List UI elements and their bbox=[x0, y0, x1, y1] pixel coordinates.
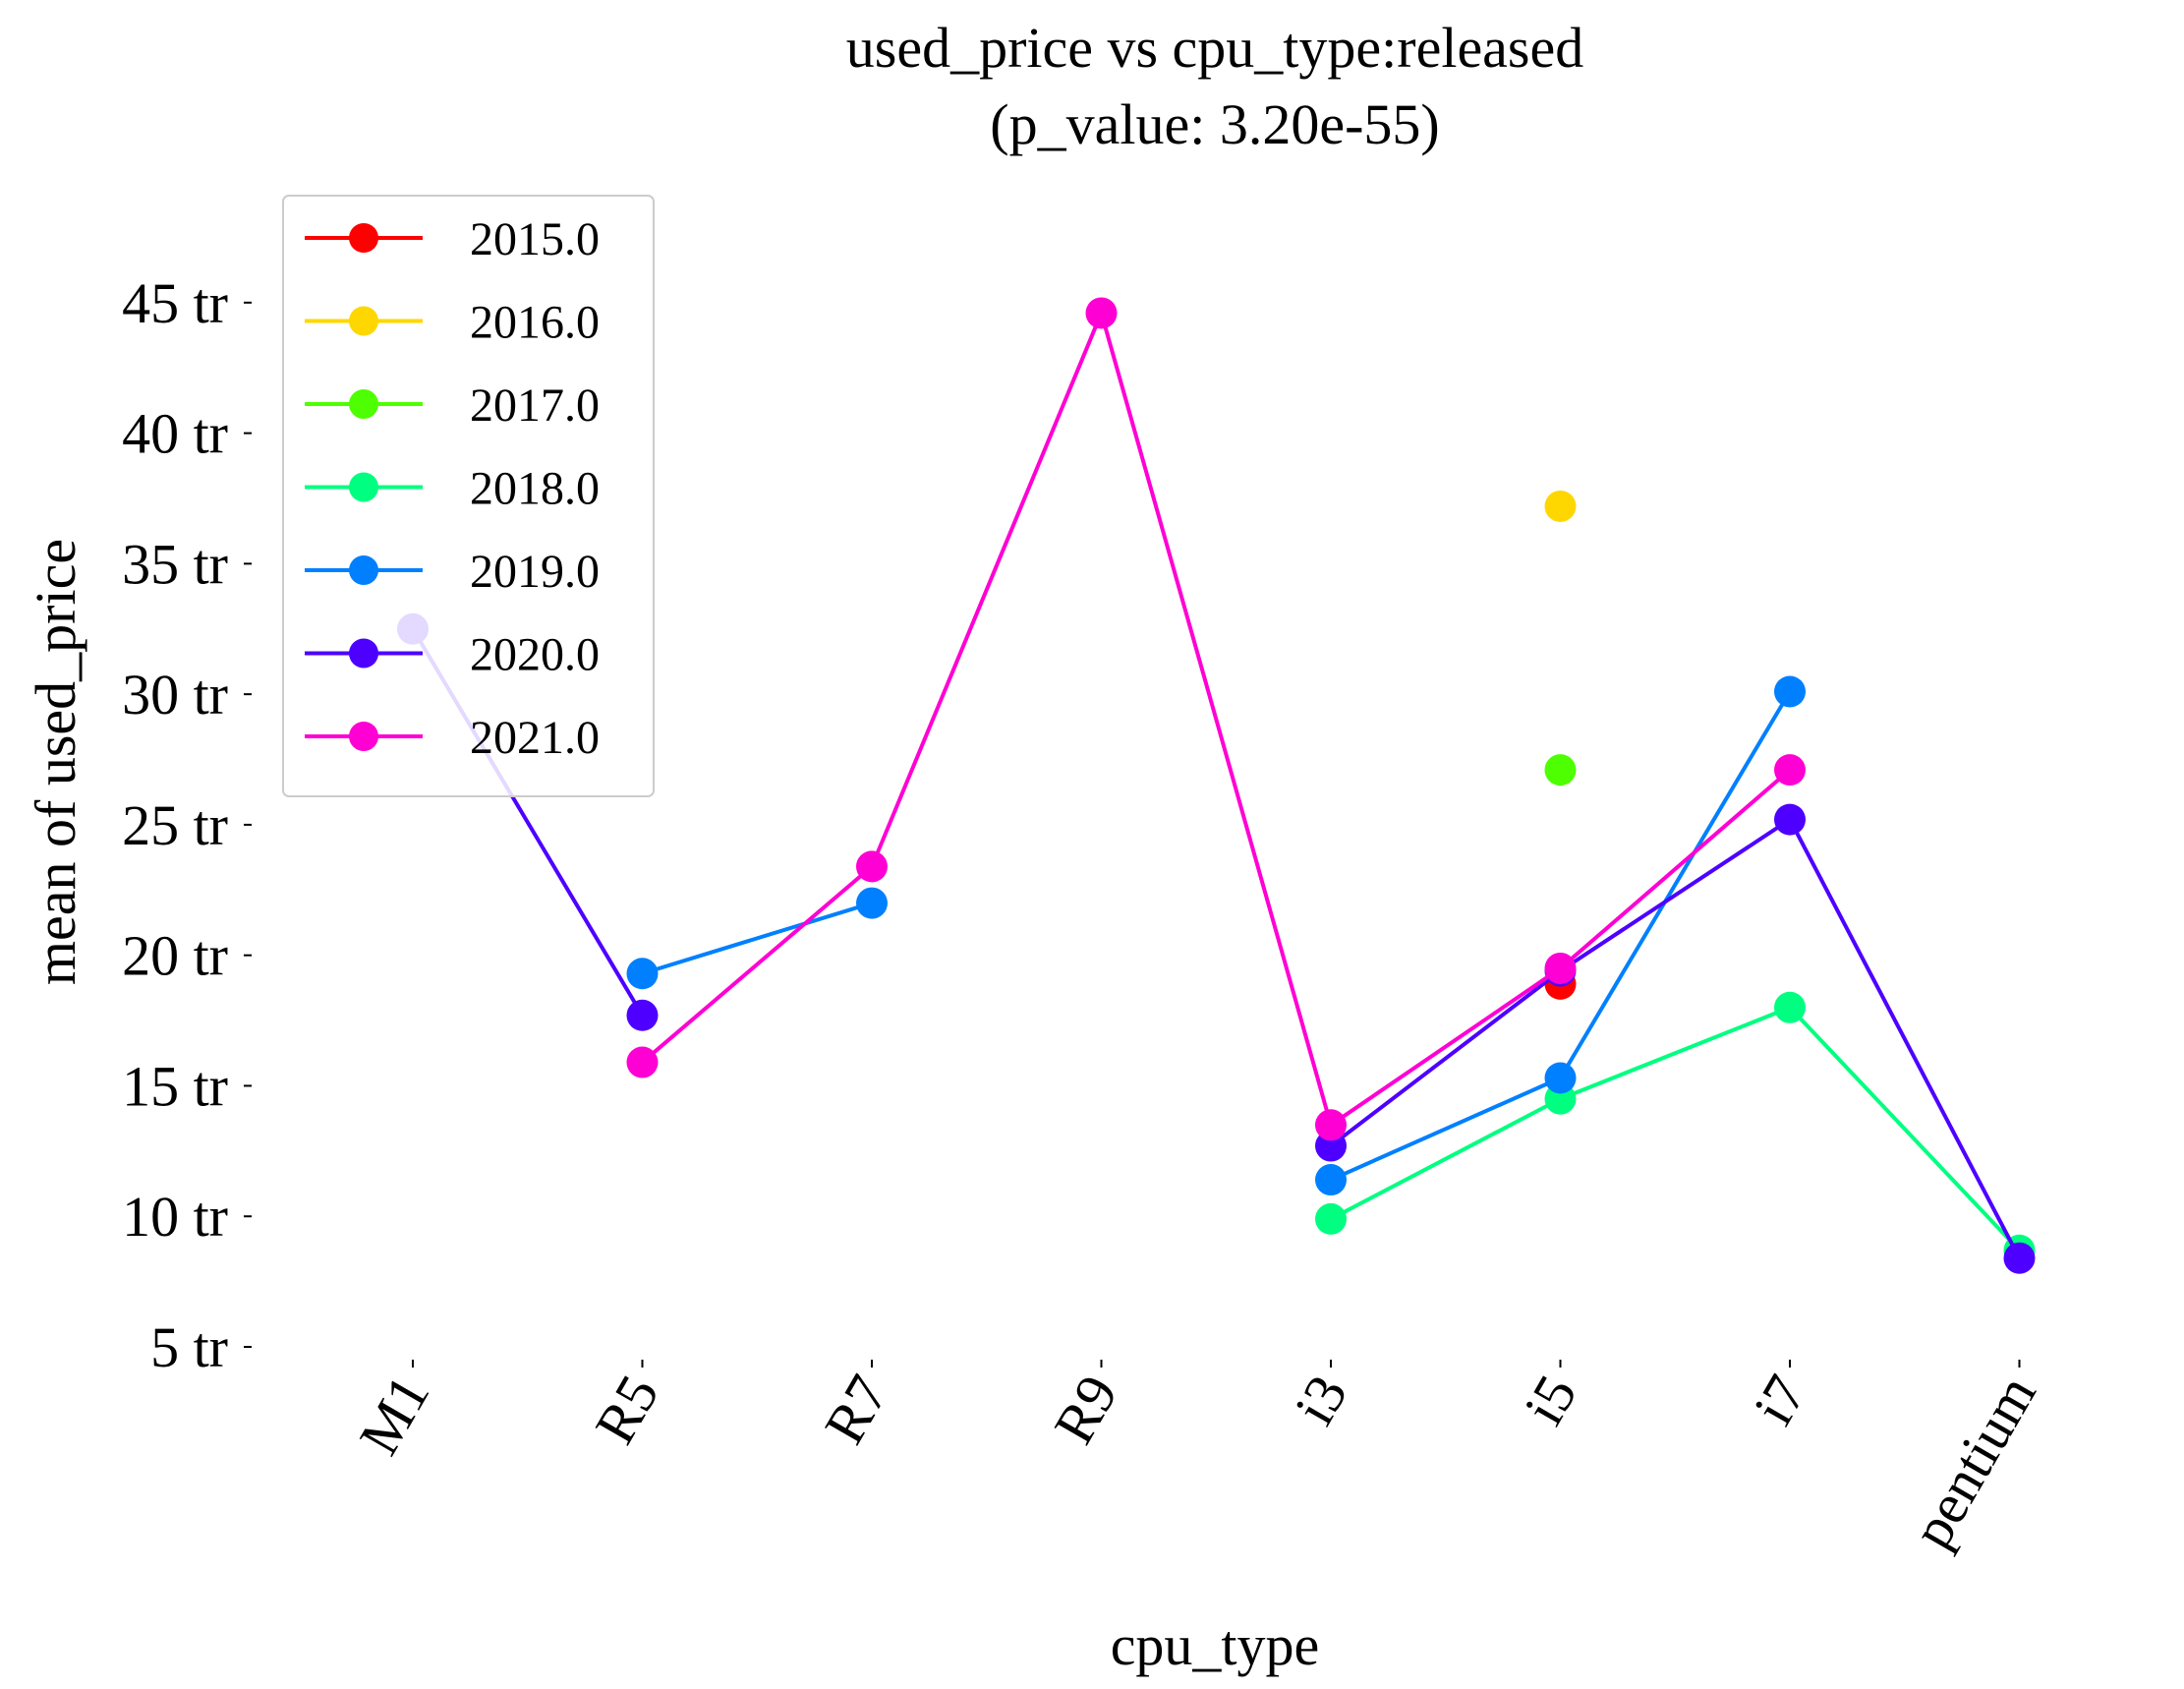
data-point bbox=[1315, 1109, 1347, 1141]
x-tick-label: R5 bbox=[583, 1365, 671, 1454]
legend-marker bbox=[349, 638, 378, 669]
data-point bbox=[1544, 490, 1577, 522]
x-axis: M1 R5 R7 R9 i3 i5 i7 pentium bbox=[347, 1360, 2048, 1558]
legend-marker bbox=[349, 389, 378, 419]
x-tick-label: R9 bbox=[1042, 1365, 1130, 1454]
legend-label: 2021.0 bbox=[470, 712, 600, 764]
legend-item: 2020.0 bbox=[305, 629, 600, 681]
legend-item: 2017.0 bbox=[305, 379, 600, 432]
y-axis-label: mean of used_price bbox=[24, 539, 87, 985]
y-tick-label: 20 tr bbox=[122, 924, 228, 988]
legend-item: 2015.0 bbox=[305, 213, 600, 265]
series-2016.0 bbox=[1544, 490, 1577, 522]
legend-label: 2017.0 bbox=[470, 379, 600, 432]
y-tick-label: 35 tr bbox=[122, 532, 228, 596]
legend-item: 2018.0 bbox=[305, 463, 600, 515]
data-point bbox=[1315, 1164, 1347, 1196]
data-point bbox=[1315, 1202, 1347, 1235]
series-layer bbox=[397, 297, 2036, 1274]
data-point bbox=[1774, 675, 1806, 708]
y-tick-label: 40 tr bbox=[122, 402, 228, 466]
x-tick-label: i7 bbox=[1741, 1365, 1818, 1435]
data-point bbox=[1544, 754, 1577, 786]
y-tick-label: 25 tr bbox=[122, 793, 228, 857]
legend-label: 2016.0 bbox=[470, 297, 600, 349]
legend-marker bbox=[349, 472, 378, 502]
legend-label: 2020.0 bbox=[470, 629, 600, 681]
x-tick-label: pentium bbox=[1899, 1365, 2047, 1558]
series-line bbox=[1329, 817, 2022, 1259]
legend-marker bbox=[349, 555, 378, 585]
legend-marker bbox=[349, 306, 378, 336]
legend: 2015.0 2016.0 2017.0 2018.0 2019.0 2020.0 2021… bbox=[282, 195, 655, 797]
series-2018.0 bbox=[1315, 991, 2036, 1266]
x-tick-label: i5 bbox=[1512, 1365, 1589, 1435]
y-tick-label: 45 tr bbox=[122, 271, 228, 335]
data-point bbox=[1544, 1062, 1577, 1094]
y-tick-label: 10 tr bbox=[122, 1185, 228, 1249]
data-point bbox=[1544, 952, 1577, 984]
legend-item: 2019.0 bbox=[305, 546, 600, 598]
series-2021.0 bbox=[626, 297, 1806, 1141]
data-point bbox=[1774, 754, 1806, 786]
x-tick-label: i3 bbox=[1282, 1365, 1359, 1435]
x-tick-label: R7 bbox=[812, 1365, 900, 1454]
data-point bbox=[2003, 1242, 2036, 1274]
data-point bbox=[1085, 297, 1118, 329]
data-point bbox=[1774, 803, 1806, 836]
chart-subtitle: (p_value: 3.20e-55) bbox=[990, 92, 1439, 156]
y-tick-label: 30 tr bbox=[122, 663, 228, 727]
series-2019.0 bbox=[626, 675, 1806, 1196]
x-axis-label: cpu_type bbox=[1111, 1613, 1320, 1677]
x-tick-label: M1 bbox=[347, 1365, 442, 1465]
series-line bbox=[641, 311, 1792, 1128]
legend-marker bbox=[349, 223, 378, 253]
series-line bbox=[1330, 1005, 2021, 1252]
data-point bbox=[1774, 991, 1806, 1023]
y-axis: 5 tr 10 tr 15 tr 20 tr 25 tr 30 tr 35 tr 40 tr 4… bbox=[122, 271, 252, 1379]
legend-marker bbox=[349, 722, 378, 751]
y-tick-label: 5 tr bbox=[150, 1315, 228, 1379]
chart-title: used_price vs cpu_type:released bbox=[846, 16, 1584, 80]
data-point bbox=[626, 999, 659, 1031]
data-point bbox=[856, 850, 888, 883]
data-point bbox=[626, 1046, 659, 1078]
legend-label: 2018.0 bbox=[470, 463, 600, 515]
legend-label: 2019.0 bbox=[470, 546, 600, 598]
data-point bbox=[626, 958, 659, 990]
legend-item: 2021.0 bbox=[305, 712, 600, 764]
y-tick-label: 15 tr bbox=[122, 1054, 228, 1118]
series-2017.0 bbox=[1544, 754, 1577, 786]
series-line bbox=[641, 901, 873, 976]
data-point bbox=[856, 887, 888, 919]
legend-item: 2016.0 bbox=[305, 297, 600, 349]
legend-label: 2015.0 bbox=[470, 213, 600, 265]
